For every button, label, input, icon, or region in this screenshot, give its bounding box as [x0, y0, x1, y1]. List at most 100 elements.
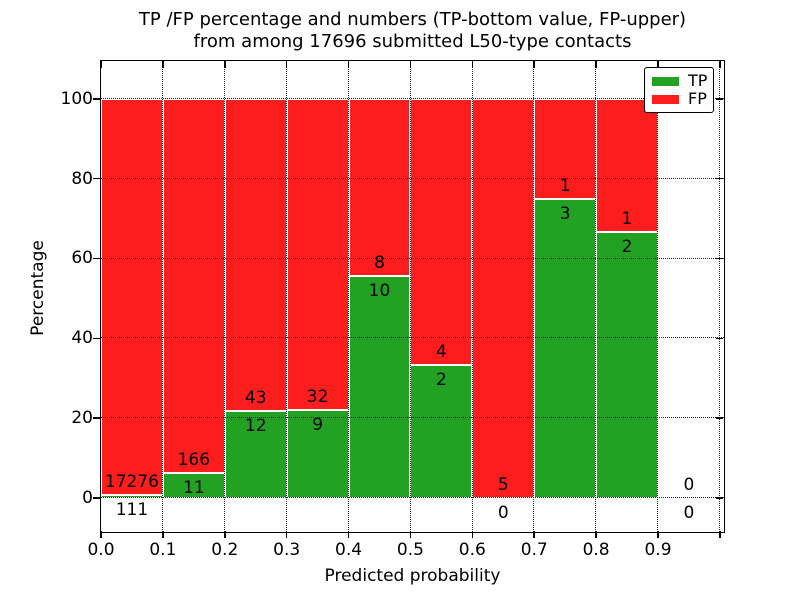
- x-axis-tick: [224, 531, 226, 538]
- tp-bar-segment: [534, 198, 597, 498]
- fp-bar-segment: [286, 98, 349, 411]
- x-axis-tick: [285, 531, 288, 538]
- tp-count-label: 0: [683, 502, 695, 523]
- x-axis-tick: [347, 531, 350, 538]
- y-tick-label: 60: [71, 248, 93, 269]
- tp-count-label: 2: [621, 236, 633, 257]
- chart-title-line1: TP /FP percentage and numbers (TP-bottom…: [138, 9, 687, 30]
- fp-count-label: 4: [435, 341, 447, 362]
- legend-label-tp: TP: [688, 71, 708, 90]
- vertical-gridline: [719, 61, 721, 532]
- x-axis-tick: [657, 531, 659, 538]
- y-axis-tick-right: [716, 98, 723, 100]
- horizontal-gridline: [101, 98, 724, 100]
- y-tick-label: 40: [71, 328, 93, 349]
- tp-bar-segment: [596, 231, 658, 498]
- y-axis-tick: [93, 497, 100, 499]
- fp-bar-segment: [101, 98, 163, 496]
- horizontal-gridline: [101, 497, 724, 499]
- x-axis-tick-top: [595, 61, 597, 68]
- x-tick-label: 0.7: [520, 540, 548, 560]
- y-tick-label: 100: [60, 88, 93, 109]
- fp-count-label: 8: [374, 253, 385, 274]
- fp-bar-segment: [224, 98, 287, 411]
- fp-count-label: 32: [306, 387, 329, 408]
- plot-area: TP FP 17276 111 166 11 43 12 32 9 8 10 4 2 5 0 1 3 1 2 0 0 0…: [61, 60, 725, 560]
- x-axis-tick: [595, 531, 597, 538]
- horizontal-gridline: [101, 257, 724, 259]
- y-axis-tick: [93, 337, 100, 340]
- x-axis-tick: [471, 531, 474, 538]
- y-axis-tick-right: [716, 337, 723, 340]
- x-axis-tick: [100, 531, 102, 538]
- y-axis-tick: [93, 417, 100, 419]
- x-tick-label: 0.4: [335, 540, 363, 560]
- vertical-gridline: [285, 61, 287, 532]
- y-tick-label: 0: [82, 487, 93, 508]
- x-tick-label: 0.6: [458, 540, 486, 560]
- y-axis-tick: [93, 98, 100, 100]
- fp-count-label: 1: [559, 175, 571, 196]
- fp-count-label: 5: [497, 474, 509, 495]
- tp-count-label: 111: [115, 500, 149, 521]
- x-axis-tick-top: [224, 61, 226, 68]
- x-axis-tick-top: [657, 61, 659, 68]
- horizontal-gridline: [101, 337, 724, 339]
- fp-count-label: 43: [244, 387, 267, 408]
- x-axis-tick-top: [533, 61, 535, 68]
- tp-count-label: 10: [368, 281, 391, 302]
- y-axis-tick-right: [716, 417, 723, 419]
- legend-item-fp: FP: [652, 91, 707, 107]
- x-axis-tick: [162, 531, 164, 538]
- y-axis-tick: [93, 177, 100, 180]
- x-axis-tick-top: [471, 61, 474, 68]
- tp-count-label: 11: [183, 478, 205, 499]
- x-tick-label: 0.3: [273, 540, 301, 560]
- tp-count-label: 2: [435, 369, 447, 390]
- legend-item-tp: TP: [652, 71, 708, 90]
- x-axis-tick-top: [162, 61, 164, 68]
- x-axis-label: Predicted probability: [324, 566, 501, 586]
- fp-count-label: 1: [621, 208, 633, 229]
- y-axis-tick-right: [716, 257, 723, 260]
- fp-count-label: 166: [177, 450, 211, 471]
- x-tick-label: 0.0: [87, 540, 115, 560]
- x-axis-tick-top: [347, 61, 350, 68]
- tp-count-label: 0: [497, 502, 509, 523]
- fp-bar-segment: [410, 98, 473, 365]
- tp-color-swatch-icon: [652, 76, 679, 86]
- horizontal-gridline: [101, 177, 724, 179]
- chart-title-line2: from among 17696 submitted L50-type cont…: [193, 31, 632, 52]
- y-axis-tick-right: [716, 497, 723, 499]
- x-axis-tick: [719, 531, 721, 538]
- tp-bar-segment: [348, 276, 411, 498]
- tp-count-label: 9: [312, 415, 324, 436]
- x-axis-tick: [533, 531, 535, 538]
- horizontal-gridline: [101, 417, 724, 419]
- y-tick-label: 80: [71, 168, 93, 189]
- vertical-gridline: [595, 61, 597, 532]
- vertical-gridline: [347, 61, 349, 532]
- vertical-gridline: [533, 61, 535, 532]
- legend: TP FP: [644, 67, 714, 113]
- y-axis-tick: [93, 257, 100, 260]
- fp-count-label: 0: [683, 474, 695, 495]
- x-tick-label: 0.1: [149, 540, 177, 560]
- x-tick-label: 0.5: [396, 540, 424, 560]
- x-axis-tick: [409, 531, 412, 538]
- fp-bar-segment: [534, 98, 597, 199]
- x-axis-tick-top: [409, 61, 412, 68]
- x-tick-label: 0.8: [582, 540, 610, 560]
- vertical-gridline: [657, 61, 659, 532]
- y-tick-label: 20: [71, 408, 93, 429]
- y-axis-tick-right: [716, 177, 723, 180]
- fp-bar-segment: [472, 98, 535, 498]
- fp-bar-segment: [596, 98, 658, 232]
- chart-title: TP /FP percentage and numbers (TP-bottom…: [100, 9, 725, 53]
- x-tick-label: 0.2: [211, 540, 239, 560]
- fp-count-label: 17276: [104, 472, 159, 493]
- x-axis-tick-top: [285, 61, 288, 68]
- vertical-gridline: [409, 61, 411, 532]
- fp-bar-segment: [348, 98, 411, 277]
